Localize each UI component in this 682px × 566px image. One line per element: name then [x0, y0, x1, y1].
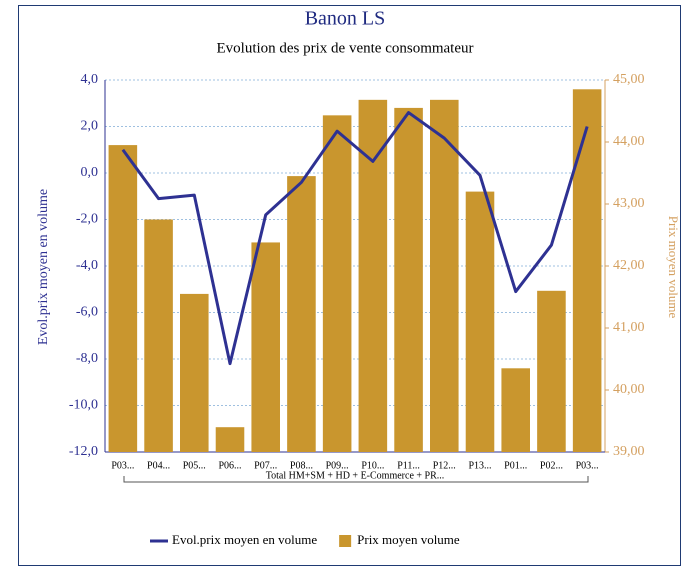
x-tick-label: P05... [183, 460, 206, 471]
legend-label: Evol.prix moyen en volume [172, 532, 317, 547]
y-tick-label: 2,0 [81, 119, 99, 134]
y-tick-label: -12,0 [69, 444, 98, 459]
y-tick-label: -10,0 [69, 398, 98, 413]
y-tick-label: -6,0 [76, 305, 98, 320]
y-axis-title: Evol.prix moyen en volume [36, 189, 51, 345]
bar [287, 176, 316, 452]
x-tick-label: P04... [147, 460, 170, 471]
legend-swatch [339, 535, 352, 547]
x-tick-label: P12... [433, 460, 456, 471]
x-tick-label: P03... [576, 460, 599, 471]
bar [465, 191, 495, 452]
x-tick-label: P03... [111, 460, 134, 471]
y-tick-label: -2,0 [76, 212, 98, 227]
group-bracket [123, 476, 589, 483]
x-tick-label: P13... [468, 460, 491, 471]
y2-axis-title: Prix moyen volume [666, 216, 681, 319]
y2-tick-label: 45,00 [613, 72, 645, 87]
y-tick-label: 0,0 [81, 165, 99, 180]
x-tick-label: P11... [397, 460, 420, 471]
y-tick-label: -8,0 [76, 351, 98, 366]
line [121, 111, 589, 366]
bar [180, 293, 209, 452]
y2-tick-label: 39,00 [613, 444, 645, 459]
bar [537, 290, 566, 452]
y2-tick-label: 42,00 [613, 258, 645, 273]
x-tick-label: P06... [218, 460, 241, 471]
y2-tick-label: 43,00 [613, 196, 645, 211]
bar [322, 115, 352, 452]
x-tick-label: P01... [504, 460, 527, 471]
x-tick-label: P02... [540, 460, 563, 471]
bar [358, 99, 388, 452]
y-tick-label: 4,0 [81, 72, 99, 87]
x-tick-label: P09... [326, 460, 349, 471]
group-label: Total HM+SM + HD + E-Commerce + PR... [266, 470, 445, 481]
bar [144, 219, 173, 452]
y2-tick-label: 40,00 [613, 382, 645, 397]
legend-label: Prix moyen volume [357, 532, 460, 547]
bar [501, 368, 530, 452]
bar [572, 89, 602, 453]
x-tick-label: P10... [361, 460, 384, 471]
y-tick-label: -4,0 [76, 258, 98, 273]
bar [108, 145, 138, 452]
bar [394, 107, 423, 453]
bar [251, 242, 280, 452]
bar [215, 427, 245, 452]
x-tick-label: P07... [254, 460, 277, 471]
y2-tick-label: 41,00 [613, 320, 645, 335]
chart-title: Banon LS [305, 8, 386, 30]
y2-tick-label: 44,00 [613, 134, 645, 149]
chart-subtitle: Evolution des prix de vente consommateur [216, 40, 473, 56]
bar [430, 99, 459, 452]
x-tick-label: P08... [290, 460, 313, 471]
